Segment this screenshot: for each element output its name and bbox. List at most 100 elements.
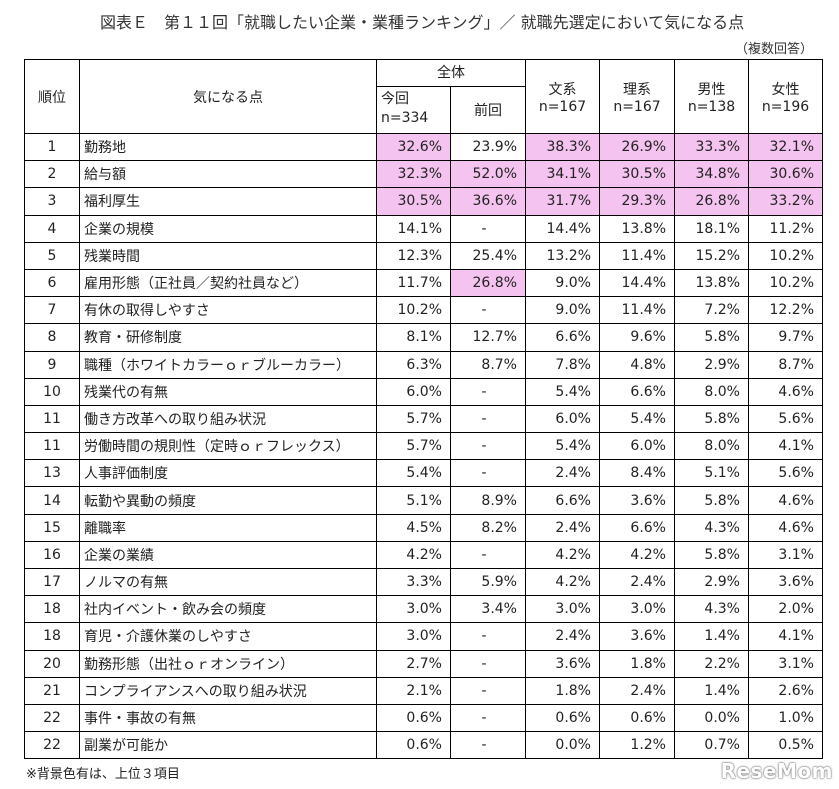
female-value-cell: 3.1% <box>748 540 823 570</box>
current-value-cell: 3.3% <box>376 567 451 597</box>
rank-cell: 11 <box>24 404 80 434</box>
female-value-cell: 32.1% <box>748 132 823 162</box>
item-cell: 残業時間 <box>79 241 377 270</box>
previous-value-cell: 8.7% <box>450 350 526 379</box>
item-cell: 勤務形態（出社ｏｒオンライン） <box>79 649 377 678</box>
bunkei-value-cell: 6.6% <box>525 486 600 515</box>
previous-value-cell: 8.9% <box>450 486 526 515</box>
previous-value-cell: - <box>450 622 526 651</box>
table-row: 22 副業が可能か 0.6% -0.0% 1.2% 0.7% 0.5% <box>24 731 823 760</box>
ranking-table: 順位 気になる点 全体 文系 n=167 理系 n=167 男性 n=138 女… <box>24 59 823 760</box>
female-value-cell: 4.6% <box>748 377 823 406</box>
previous-value-cell: - <box>450 214 526 243</box>
rikei-value-cell: 13.8% <box>599 214 675 243</box>
table-row: 4 企業の規模 14.1% -14.4% 13.8% 18.1% 11.2% <box>24 214 823 243</box>
previous-value-cell: - <box>450 432 526 461</box>
item-cell: 福利厚生 <box>79 187 377 216</box>
female-value-cell: 2.6% <box>748 676 823 705</box>
bunkei-value-cell: 6.0% <box>525 404 600 434</box>
item-cell: 有休の取得しやすさ <box>79 296 377 325</box>
previous-value-cell: 52.0% <box>450 160 526 189</box>
table-row: 16 企業の業績 4.2% -4.2% 4.2% 5.8% 3.1% <box>24 540 823 570</box>
current-value-cell: 6.3% <box>376 350 451 379</box>
item-cell: 労働時間の規則性（定時ｏｒフレックス） <box>79 432 377 461</box>
female-value-cell: 11.2% <box>748 214 823 243</box>
table-row: 14 転勤や異動の頻度 5.1% 8.9% 6.6% 3.6% 5.8% 4.6% <box>24 486 823 515</box>
previous-value-cell: - <box>450 703 526 733</box>
rikei-value-cell: 6.6% <box>599 377 675 406</box>
male-value-cell: 5.8% <box>674 323 749 352</box>
current-value-cell: 2.7% <box>376 649 451 678</box>
item-cell: 職種（ホワイトカラーｏｒブルーカラー） <box>79 350 377 379</box>
header-male-n: n=138 <box>687 98 736 115</box>
rikei-value-cell: 2.4% <box>599 676 675 705</box>
previous-value-cell: 5.9% <box>450 567 526 597</box>
bunkei-value-cell: 5.4% <box>525 377 600 406</box>
header-female: 女性 n=196 <box>748 59 823 134</box>
rank-cell: 17 <box>24 567 80 597</box>
table-row: 10 残業代の有無 6.0% -5.4% 6.6% 8.0% 4.6% <box>24 377 823 406</box>
footnote: ※背景色有は、上位３項目 <box>26 767 180 782</box>
table-body: 1 勤務地 32.6% 23.9% 38.3% 26.9% 33.3% 32.1% 2 給与額 32… <box>24 132 823 760</box>
rikei-value-cell: 0.6% <box>599 703 675 733</box>
current-value-cell: 14.1% <box>376 214 451 243</box>
previous-value-cell: 25.4% <box>450 241 526 270</box>
male-value-cell: 2.9% <box>674 350 749 379</box>
table-row: 17 ノルマの有無 3.3% 5.9% 4.2% 2.4% 2.9% 3.6% <box>24 567 823 597</box>
header-current-label: 今回 <box>381 91 409 107</box>
item-cell: 雇用形態（正社員／契約社員など） <box>79 268 377 298</box>
current-value-cell: 3.0% <box>376 622 451 651</box>
female-value-cell: 4.1% <box>748 622 823 651</box>
table-row: 3 福利厚生 30.5% 36.6% 31.7% 29.3% 26.8% 33.2% <box>24 187 823 216</box>
previous-value-cell: - <box>450 649 526 678</box>
header-current-n: n=334 <box>381 110 429 126</box>
bunkei-value-cell: 9.0% <box>525 268 600 298</box>
male-value-cell: 2.2% <box>674 649 749 678</box>
bunkei-value-cell: 4.2% <box>525 567 600 597</box>
current-value-cell: 4.5% <box>376 513 451 542</box>
document-title: 図表Ｅ 第１１回「就職したい企業・業種ランキング」／ 就職先選定において気になる… <box>100 13 745 32</box>
female-value-cell: 0.5% <box>748 731 823 760</box>
female-value-cell: 12.2% <box>748 296 823 325</box>
rank-cell: 13 <box>24 459 80 488</box>
previous-value-cell: 36.6% <box>450 187 526 216</box>
rikei-value-cell: 4.8% <box>599 350 675 379</box>
rikei-value-cell: 1.2% <box>599 731 675 760</box>
current-value-cell: 32.3% <box>376 160 451 189</box>
rikei-value-cell: 4.2% <box>599 540 675 570</box>
previous-value-cell: - <box>450 676 526 705</box>
item-cell: 勤務地 <box>79 132 377 162</box>
male-value-cell: 18.1% <box>674 214 749 243</box>
header-bunkei-label: 文系 <box>548 81 577 98</box>
table-row: 8 教育・研修制度 8.1% 12.7% 6.6% 9.6% 5.8% 9.7% <box>24 323 823 352</box>
female-value-cell: 4.6% <box>748 486 823 515</box>
table-row: 15 離職率 4.5% 8.2% 2.4% 6.6% 4.3% 4.6% <box>24 513 823 542</box>
female-value-cell: 30.6% <box>748 160 823 189</box>
rank-cell: 14 <box>24 486 80 515</box>
male-value-cell: 13.8% <box>674 268 749 298</box>
bunkei-value-cell: 0.0% <box>525 731 600 760</box>
header-female-n: n=196 <box>761 98 810 115</box>
bunkei-value-cell: 14.4% <box>525 214 600 243</box>
item-cell: 働き方改革への取り組み状況 <box>79 404 377 434</box>
female-value-cell: 5.6% <box>748 459 823 488</box>
bunkei-value-cell: 9.0% <box>525 296 600 325</box>
current-value-cell: 10.2% <box>376 296 451 325</box>
header-previous: 前回 <box>450 86 526 134</box>
current-value-cell: 32.6% <box>376 132 451 162</box>
header-overall: 全体 <box>376 59 526 87</box>
rikei-value-cell: 30.5% <box>599 160 675 189</box>
male-value-cell: 7.2% <box>674 296 749 325</box>
table-row: 11 働き方改革への取り組み状況 5.7% -6.0% 5.4% 5.8% 5.6% <box>24 404 823 434</box>
previous-value-cell: - <box>450 540 526 570</box>
rikei-value-cell: 6.0% <box>599 432 675 461</box>
rikei-value-cell: 26.9% <box>599 132 675 162</box>
rikei-value-cell: 3.0% <box>599 595 675 624</box>
bunkei-value-cell: 2.4% <box>525 513 600 542</box>
resemom-logo: ReseMom <box>720 759 833 783</box>
rikei-value-cell: 5.4% <box>599 404 675 434</box>
female-value-cell: 4.1% <box>748 432 823 461</box>
current-value-cell: 0.6% <box>376 703 451 733</box>
rank-cell: 18 <box>24 622 80 651</box>
male-value-cell: 34.8% <box>674 160 749 189</box>
